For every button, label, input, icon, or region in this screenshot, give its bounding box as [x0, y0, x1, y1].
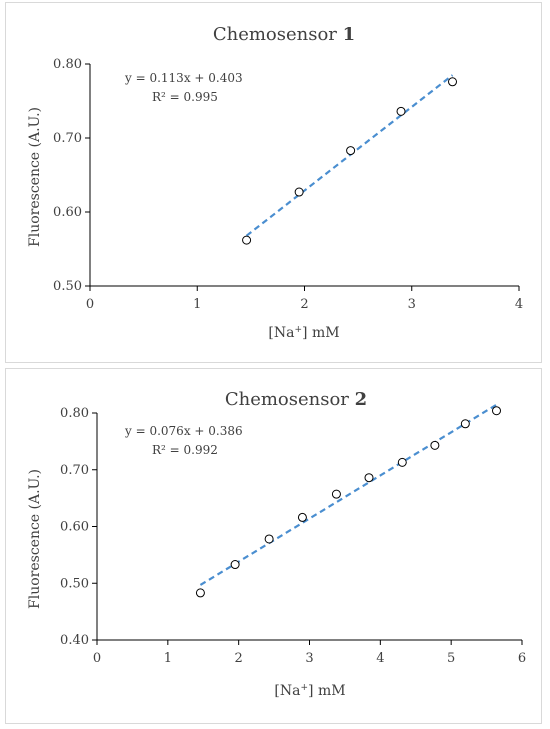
chart-2-y-tick-label: 0.60	[60, 520, 89, 535]
chart-2-data-point	[364, 473, 374, 483]
chart-2-x-axis-title: [Na+] mM	[274, 683, 345, 699]
chart-1-y-axis-title: Fluorescence (A.U.)	[27, 107, 43, 247]
chart-1-data-point	[242, 235, 252, 245]
chart-2-data-point	[397, 457, 407, 467]
chart-1-equation: y = 0.113x + 0.403	[124, 71, 243, 85]
chart-1-x-tick-label: 3	[408, 297, 416, 312]
chart-panel-1: Chemosensor 1 y = 0.113x + 0.403 R² = 0.…	[5, 2, 542, 363]
chart-2-y-tick-label: 0.70	[60, 463, 89, 478]
chart-1-x-tick-label: 4	[515, 297, 523, 312]
chart-1-data-point	[346, 146, 356, 156]
chart-1-trendline	[245, 74, 454, 237]
chart-1-y-tick-label: 0.50	[53, 279, 82, 294]
chart-panel-2: Chemosensor 2 y = 0.076x + 0.386 R² = 0.…	[5, 368, 542, 724]
chart-1-y-tick-label: 0.60	[53, 205, 82, 220]
chart-1-data-point	[396, 106, 406, 116]
chart-2-y-tick-label: 0.40	[60, 633, 89, 648]
chart-2-trendline	[199, 403, 498, 586]
chart-2-x-tick-label: 6	[518, 651, 526, 666]
chart-1-y-tick-label: 0.80	[53, 57, 82, 72]
chart-2-x-tick-label: 0	[93, 651, 101, 666]
chart-2-data-point	[230, 560, 240, 570]
chart-1-title: Chemosensor 1	[213, 24, 355, 45]
chart-2-x-tick-label: 1	[164, 651, 172, 666]
chart-1-data-point	[448, 77, 458, 87]
chart-1-x-tick-label: 0	[86, 297, 94, 312]
chart-1: Chemosensor 1 y = 0.113x + 0.403 R² = 0.…	[27, 24, 523, 341]
chart-2-data-point	[460, 419, 470, 429]
chart-2-y-tick-label: 0.50	[60, 576, 89, 591]
chart-1-x-tick-label: 1	[193, 297, 201, 312]
chart-1-data-point	[294, 187, 304, 197]
chart-2-data-point	[264, 534, 274, 544]
chart-2-data-point	[492, 406, 501, 416]
chart-2-data-point	[195, 588, 205, 598]
chart-2-data-point	[297, 512, 307, 522]
chart-2-equation: y = 0.076x + 0.386	[124, 424, 243, 438]
chart-2: Chemosensor 2 y = 0.076x + 0.386 R² = 0.…	[27, 389, 526, 699]
chart-1-y-tick-label: 0.70	[53, 131, 82, 146]
chart-2-x-tick-label: 5	[447, 651, 455, 666]
chart-2-data-point	[430, 440, 440, 450]
chart-2-x-tick-label: 4	[376, 651, 384, 666]
chart-2-title: Chemosensor 2	[225, 389, 367, 410]
chart-2-data-point	[331, 489, 341, 499]
chart-2-r-squared: R² = 0.992	[152, 443, 218, 457]
chart-1-x-axis-title: [Na+] mM	[268, 325, 339, 341]
chart-1-x-tick-label: 2	[300, 297, 308, 312]
chart-2-x-tick-label: 3	[305, 651, 313, 666]
chart-2-y-axis-title: Fluorescence (A.U.)	[27, 469, 43, 609]
chart-2-y-tick-label: 0.80	[60, 406, 89, 421]
chart-1-r-squared: R² = 0.995	[152, 90, 218, 104]
chart-2-x-tick-label: 2	[235, 651, 243, 666]
